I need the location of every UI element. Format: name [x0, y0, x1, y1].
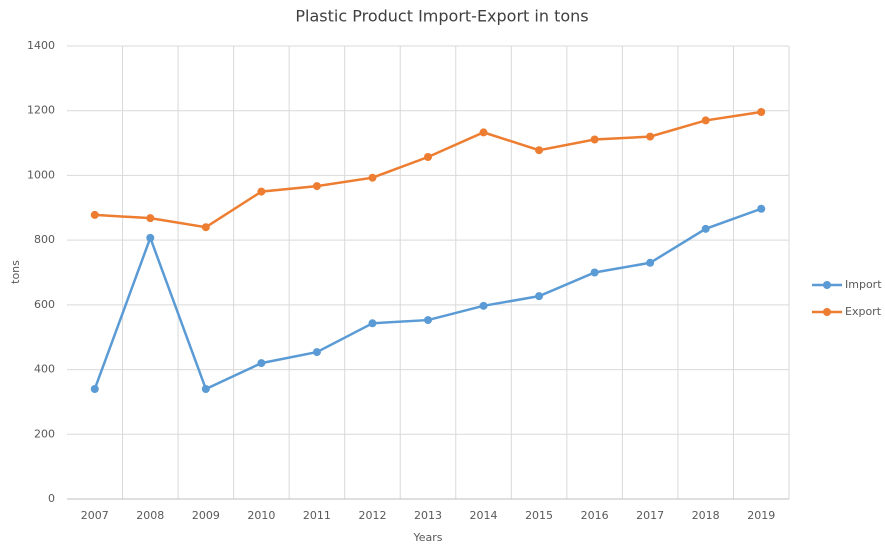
y-tick-label: 0 — [48, 492, 55, 505]
data-point — [535, 146, 544, 155]
data-point — [757, 108, 766, 117]
x-tick-label: 2016 — [581, 509, 609, 522]
data-point — [701, 116, 710, 125]
data-point — [201, 384, 210, 393]
x-axis-label: Years — [412, 531, 442, 544]
legend-label: Import — [845, 278, 882, 291]
data-point — [257, 359, 266, 368]
data-point — [590, 268, 599, 277]
x-tick-label: 2008 — [136, 509, 164, 522]
y-tick-label: 1400 — [27, 39, 55, 52]
data-point — [424, 316, 432, 325]
data-point — [312, 348, 321, 357]
data-point — [479, 128, 488, 137]
x-tick-label: 2010 — [247, 509, 275, 522]
x-tick-label: 2017 — [636, 509, 664, 522]
data-point — [479, 301, 488, 310]
y-tick-label: 1000 — [27, 168, 55, 181]
data-point — [535, 292, 544, 301]
y-tick-label: 200 — [34, 427, 55, 440]
data-point — [368, 319, 377, 328]
y-axis-label: tons — [9, 260, 22, 284]
data-point — [257, 187, 266, 196]
x-tick-label: 2018 — [692, 509, 720, 522]
legend-marker — [823, 308, 831, 316]
data-point — [90, 384, 99, 393]
series-line — [94, 110, 762, 229]
data-point — [201, 223, 210, 232]
data-point — [646, 258, 655, 267]
x-tick-label: 2007 — [81, 509, 109, 522]
x-tick-label: 2012 — [358, 509, 386, 522]
data-point — [146, 214, 155, 223]
data-point — [757, 204, 766, 213]
data-point — [590, 135, 599, 144]
legend-marker — [823, 281, 831, 289]
data-point — [90, 210, 99, 219]
series-line — [93, 207, 762, 391]
data-point — [368, 173, 377, 182]
data-point — [646, 132, 655, 141]
y-tick-label: 1200 — [27, 104, 55, 117]
data-point — [424, 152, 432, 161]
legend-label: Export — [845, 305, 882, 318]
x-tick-label: 2013 — [414, 509, 442, 522]
data-point — [701, 224, 710, 233]
x-tick-label: 2009 — [192, 509, 220, 522]
x-tick-label: 2019 — [747, 509, 775, 522]
y-tick-label: 800 — [34, 233, 55, 246]
data-point — [146, 233, 155, 242]
x-tick-label: 2014 — [470, 509, 498, 522]
data-point — [312, 182, 321, 191]
y-tick-label: 600 — [34, 298, 55, 311]
x-tick-label: 2011 — [303, 509, 331, 522]
x-tick-label: 2015 — [525, 509, 553, 522]
y-tick-label: 400 — [34, 363, 55, 376]
chart-title: Plastic Product Import-Export in tons — [295, 7, 588, 26]
